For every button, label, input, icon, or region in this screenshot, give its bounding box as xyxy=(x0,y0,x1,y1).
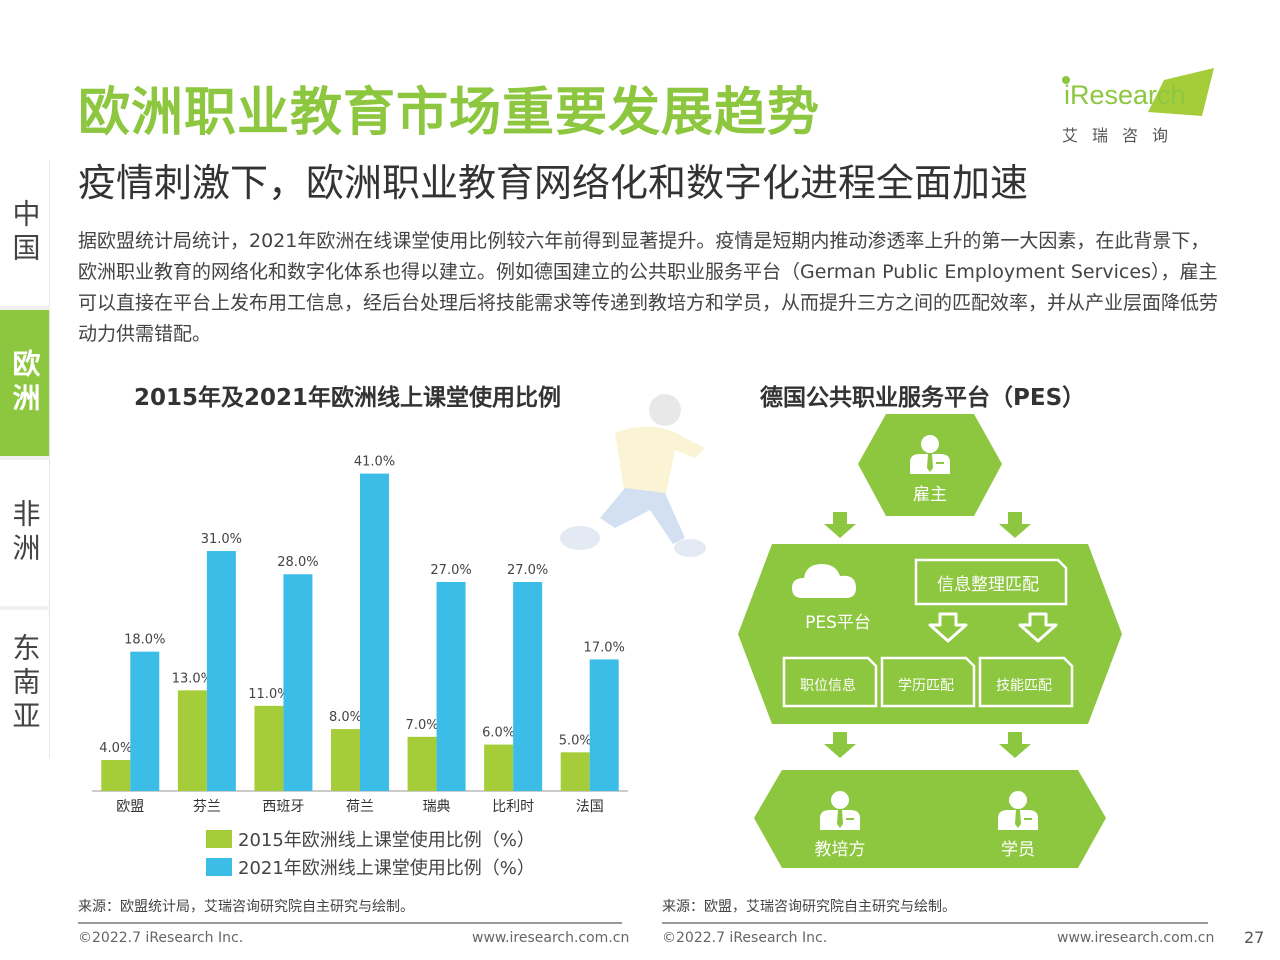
legend-swatch-2021 xyxy=(206,858,232,876)
pes-platform-node: PES平台 信息整理匹配 职位信息 学历匹配 技能匹配 xyxy=(738,544,1122,724)
legend-item-2021: 2021年欧洲线上课堂使用比例（%） xyxy=(206,854,535,880)
side-nav-item-southeast-asia[interactable]: 东南亚 xyxy=(0,610,50,758)
info-match-box: 信息整理匹配 xyxy=(914,558,1068,606)
nav-divider xyxy=(0,306,50,310)
bar-2021-5 xyxy=(513,581,543,791)
x-tick-label: 荷兰 xyxy=(346,799,374,815)
sub-box-education-match: 学历匹配 xyxy=(880,656,976,708)
bar-2015-5 xyxy=(484,744,514,791)
footer-site-left[interactable]: www.iresearch.com.cn xyxy=(472,930,630,946)
data-label: 8.0% xyxy=(329,710,362,725)
arrow-down-icon xyxy=(999,512,1031,538)
sub-box-skill-match: 技能匹配 xyxy=(978,656,1074,708)
bar-2021-3 xyxy=(360,473,389,791)
bar-2021-1 xyxy=(206,551,236,791)
logo-brand-text: iResearch xyxy=(1064,80,1186,110)
arrow-down-icon xyxy=(824,732,856,758)
logo-cn-text: 艾瑞咨询 xyxy=(1062,126,1183,145)
runner-illustration xyxy=(560,394,706,557)
sub-box-label: 职位信息 xyxy=(800,677,856,694)
page-subtitle: 疫情刺激下，欧洲职业教育网络化和数字化进程全面加速 xyxy=(78,161,1029,205)
side-nav-label: 非洲 xyxy=(8,499,42,567)
data-label: 31.0% xyxy=(201,532,242,547)
data-label: 41.0% xyxy=(354,455,395,470)
x-tick-label: 西班牙 xyxy=(262,799,304,815)
x-tick-label: 瑞典 xyxy=(423,799,451,815)
info-match-label: 信息整理匹配 xyxy=(937,575,1039,595)
side-nav-label: 东南亚 xyxy=(8,633,42,735)
data-label: 4.0% xyxy=(99,741,132,756)
data-label: 27.0% xyxy=(507,563,548,578)
page-number: 27 xyxy=(1244,928,1265,947)
data-label: 17.0% xyxy=(584,640,625,655)
source-note-right: 来源：欧盟，艾瑞咨询研究院自主研究与绘制。 xyxy=(662,899,956,915)
employer-node: 雇主 xyxy=(858,414,1002,516)
data-label: 18.0% xyxy=(124,633,165,648)
chart-title: 2015年及2021年欧洲线上课堂使用比例 xyxy=(134,385,562,411)
footer-site-right[interactable]: www.iresearch.com.cn xyxy=(1057,930,1215,946)
data-label: 7.0% xyxy=(406,718,439,733)
bar-2015-3 xyxy=(331,729,360,791)
data-label: 13.0% xyxy=(172,671,213,686)
side-nav-label: 中国 xyxy=(8,199,42,267)
cloud-icon xyxy=(792,564,856,598)
side-nav-item-africa[interactable]: 非洲 xyxy=(0,460,50,606)
intro-paragraph: 据欧盟统计局统计，2021年欧洲在线课堂使用比例较六年前得到显著提升。疫情是短期… xyxy=(78,230,1219,345)
footer-rule-right xyxy=(662,922,1208,924)
x-tick-label: 欧盟 xyxy=(116,799,144,815)
bar-2015-6 xyxy=(560,752,590,791)
side-nav-item-europe[interactable]: 欧洲 xyxy=(0,310,50,456)
legend-swatch-2015 xyxy=(206,830,232,848)
nav-divider xyxy=(0,606,50,610)
iresearch-logo: iResearch xyxy=(1062,68,1214,116)
employer-label: 雇主 xyxy=(913,485,947,505)
side-nav-item-china[interactable]: 中国 xyxy=(0,160,50,306)
bar-2015-2 xyxy=(254,705,284,791)
arrow-down-icon xyxy=(999,732,1031,758)
data-label: 6.0% xyxy=(482,726,515,741)
bar-chart: 4.0% 18.0% 欧盟 13.0% 31.0% 芬兰 11.0% 28.0% 西班牙 8.0%… xyxy=(92,455,628,815)
bar-2021-6 xyxy=(589,659,619,791)
x-tick-label: 比利时 xyxy=(492,799,534,815)
trainer-label: 教培方 xyxy=(815,840,866,860)
bar-2015-0 xyxy=(101,760,131,791)
trainer-student-node: 教培方 学员 xyxy=(754,770,1106,868)
bar-2021-0 xyxy=(130,651,160,791)
source-note-left: 来源：欧盟统计局，艾瑞咨询研究院自主研究与绘制。 xyxy=(78,899,414,915)
data-label: 5.0% xyxy=(559,733,592,748)
legend-item-2015: 2015年欧洲线上课堂使用比例（%） xyxy=(206,826,535,852)
legend-label: 2015年欧洲线上课堂使用比例（%） xyxy=(238,830,535,851)
data-label: 11.0% xyxy=(248,687,289,702)
pes-diagram: 雇主 PES平台 信息整理匹配 职位信息 学历匹配 技能匹配 xyxy=(738,414,1122,868)
side-nav-label: 欧洲 xyxy=(8,349,42,417)
sub-box-label: 学历匹配 xyxy=(898,678,954,694)
student-label: 学员 xyxy=(1001,840,1035,860)
bar-2021-2 xyxy=(283,574,313,791)
bar-2021-4 xyxy=(436,581,466,791)
footer-copyright-left: ©2022.7 iResearch Inc. xyxy=(78,930,244,946)
data-label: 27.0% xyxy=(430,563,471,578)
legend-label: 2021年欧洲线上课堂使用比例（%） xyxy=(238,858,535,879)
pes-platform-label: PES平台 xyxy=(805,613,871,633)
data-label: 28.0% xyxy=(277,555,318,570)
sub-box-job-info: 职位信息 xyxy=(782,656,878,708)
sub-box-label: 技能匹配 xyxy=(996,678,1052,694)
nav-divider xyxy=(0,456,50,460)
page-title: 欧洲职业教育市场重要发展趋势 xyxy=(78,83,821,143)
x-tick-label: 芬兰 xyxy=(193,799,221,815)
x-tick-label: 法国 xyxy=(576,799,604,815)
arrow-down-icon xyxy=(824,512,856,538)
diagram-title: 德国公共职业服务平台（PES） xyxy=(760,385,1086,411)
footer-rule-left xyxy=(78,922,622,924)
footer-copyright-right: ©2022.7 iResearch Inc. xyxy=(662,930,828,946)
bar-2015-4 xyxy=(407,736,437,791)
bar-2015-1 xyxy=(177,690,207,791)
